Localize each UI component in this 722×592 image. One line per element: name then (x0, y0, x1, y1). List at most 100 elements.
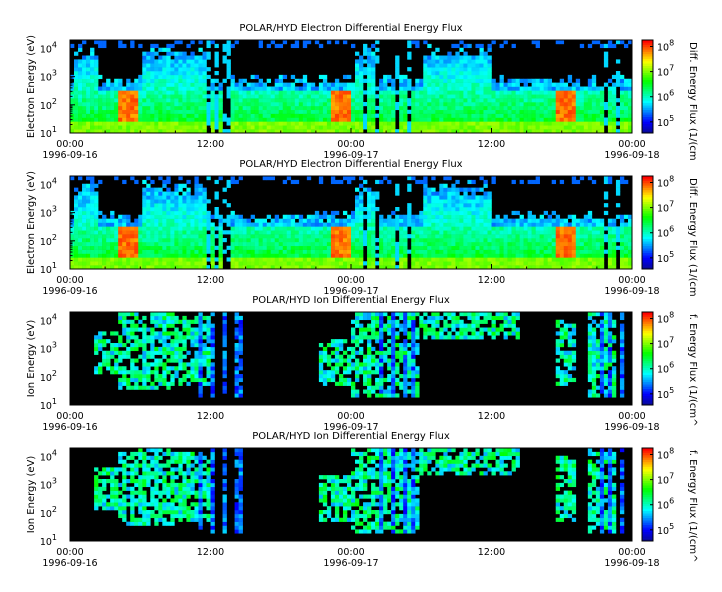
heatmap-cell (503, 214, 508, 219)
heatmap-cell (334, 102, 340, 107)
heatmap-cell (122, 105, 127, 111)
heatmap-cell (90, 176, 95, 181)
heatmap-cell (531, 113, 536, 118)
heatmap-cell (342, 121, 348, 126)
heatmap-cell (543, 241, 548, 247)
heatmap-cell (346, 129, 352, 134)
heatmap-cell (90, 109, 95, 114)
heatmap-cell (254, 249, 259, 254)
heatmap-cell (427, 226, 432, 231)
heatmap-cell (359, 176, 364, 181)
heatmap-cell (499, 90, 504, 95)
heatmap-cell (238, 90, 243, 95)
heatmap-cell (326, 121, 332, 126)
heatmap-cell (427, 94, 432, 99)
colorbar-segment (642, 40, 653, 43)
heatmap-cell (266, 234, 272, 239)
heatmap-cell (495, 102, 500, 107)
heatmap-cell (214, 51, 219, 56)
heatmap-cell (423, 94, 428, 99)
heatmap-cell (174, 129, 179, 134)
heatmap-cell (210, 265, 215, 270)
heatmap-cell (627, 234, 633, 239)
heatmap-cell (443, 86, 448, 91)
heatmap-cell (190, 195, 195, 200)
heatmap-cell (346, 82, 352, 87)
heatmap-cell (106, 354, 111, 359)
heatmap-cell (186, 63, 191, 68)
heatmap-cell (218, 226, 223, 231)
heatmap-cell (439, 210, 444, 216)
heatmap-cell (355, 226, 360, 231)
heatmap-cell (162, 222, 167, 227)
heatmap-cell (286, 94, 292, 99)
heatmap-cell (330, 257, 336, 262)
heatmap-cell (314, 265, 320, 270)
heatmap-cell (302, 102, 308, 107)
heatmap-cell (615, 203, 621, 208)
heatmap-cell (154, 195, 159, 200)
heatmap-cell (367, 234, 372, 239)
heatmap-cell (427, 187, 432, 192)
heatmap-cell (547, 82, 553, 87)
heatmap-cell (266, 86, 272, 91)
heatmap-cell (218, 249, 223, 254)
heatmap-cell (150, 187, 155, 192)
heatmap-cell (587, 98, 593, 103)
heatmap-cell (387, 105, 392, 111)
heatmap-cell (310, 102, 316, 107)
heatmap-cell (118, 335, 123, 340)
heatmap-cell (431, 241, 436, 247)
heatmap-cell (102, 117, 107, 122)
heatmap-cell (146, 265, 151, 270)
heatmap-cell (290, 121, 296, 126)
heatmap-cell (519, 102, 524, 107)
heatmap-cell (563, 226, 569, 231)
heatmap-cell (150, 327, 155, 332)
heatmap-cell (202, 94, 207, 99)
heatmap-cell (371, 241, 376, 247)
heatmap-cell (130, 370, 135, 375)
heatmap-cell (262, 261, 267, 266)
heatmap-cell (479, 245, 484, 250)
heatmap-cell (403, 102, 408, 107)
heatmap-cell (98, 86, 103, 91)
heatmap-cell (114, 125, 119, 130)
heatmap-cell (158, 94, 163, 99)
heatmap-cell (555, 98, 561, 103)
heatmap-cell (82, 199, 87, 204)
heatmap-cell (459, 78, 464, 83)
heatmap-cell (330, 222, 336, 227)
heatmap-cell (170, 67, 175, 72)
heatmap-cell (118, 385, 123, 390)
heatmap-cell (383, 117, 388, 122)
heatmap-cell (603, 121, 609, 126)
heatmap-cell (367, 210, 372, 216)
heatmap-cell (286, 113, 292, 118)
heatmap-cell (371, 59, 376, 64)
heatmap-cell (391, 98, 396, 103)
heatmap-cell (567, 109, 573, 114)
heatmap-cell (483, 199, 488, 204)
heatmap-cell (483, 90, 488, 95)
heatmap-cell (198, 90, 203, 95)
heatmap-cell (182, 191, 187, 196)
heatmap-cell (471, 129, 476, 134)
heatmap-cell (467, 63, 472, 68)
heatmap-cell (190, 125, 195, 130)
heatmap-cell (475, 261, 480, 266)
heatmap-cell (162, 179, 167, 185)
heatmap-cell (238, 222, 243, 227)
heatmap-cell (619, 222, 625, 227)
heatmap-cell (198, 74, 203, 80)
heatmap-cell (302, 94, 308, 99)
heatmap-cell (523, 102, 528, 107)
heatmap-cell (427, 245, 432, 250)
heatmap-cell (142, 59, 147, 64)
heatmap-cell (114, 94, 119, 99)
heatmap-cell (507, 109, 512, 114)
heatmap-cell (427, 71, 432, 76)
heatmap-cell (90, 121, 95, 126)
heatmap-cell (278, 226, 284, 231)
heatmap-cell (326, 214, 332, 219)
